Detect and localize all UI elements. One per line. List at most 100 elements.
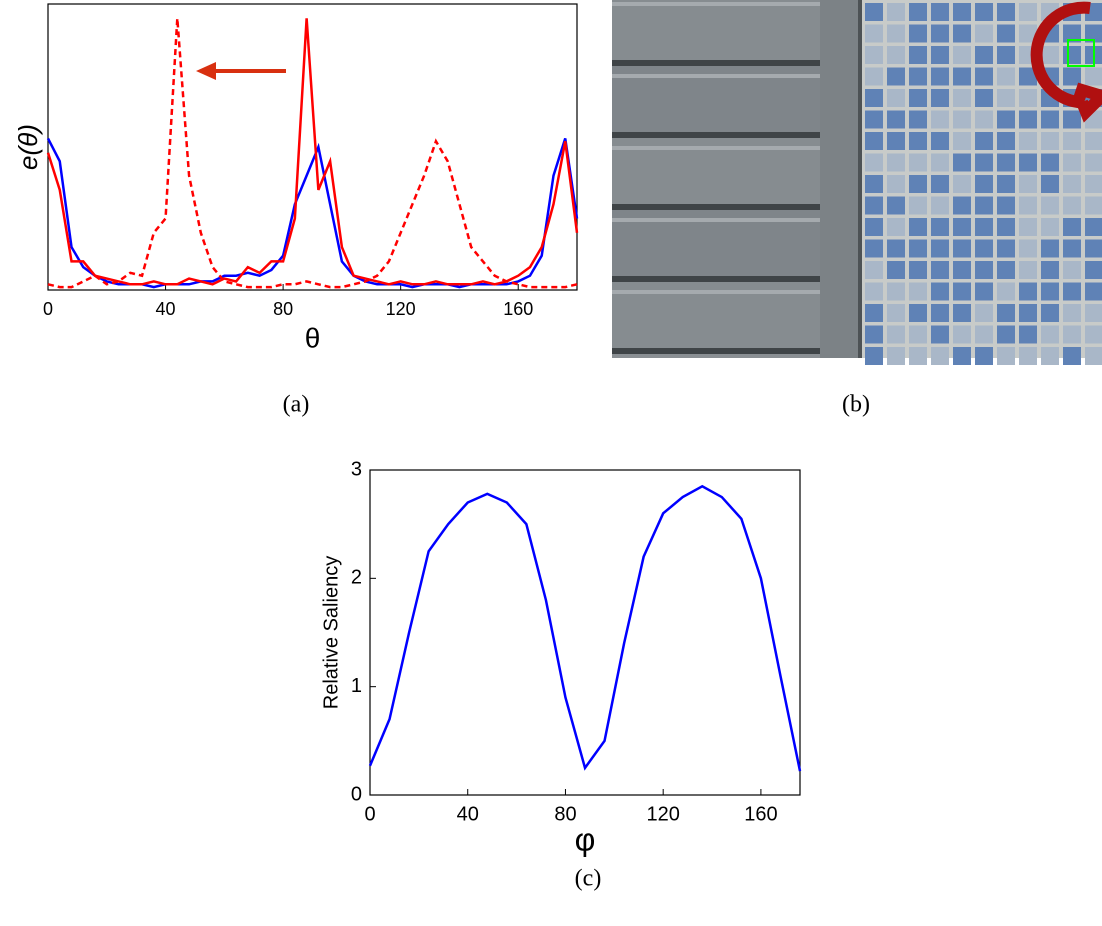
plot-frame bbox=[369, 469, 801, 796]
x-axis-label: θ bbox=[305, 322, 321, 353]
tile bbox=[1085, 218, 1102, 236]
caption: (a) bbox=[283, 392, 310, 418]
tile bbox=[1019, 325, 1037, 344]
tile bbox=[865, 239, 883, 258]
tile bbox=[953, 239, 971, 258]
tile bbox=[975, 46, 993, 64]
tile bbox=[931, 304, 949, 322]
series-line bbox=[46, 137, 579, 289]
metal-slat bbox=[612, 0, 820, 64]
tile bbox=[953, 46, 971, 64]
rotation-arrow bbox=[1030, 1, 1102, 123]
series-line bbox=[47, 18, 578, 289]
y-tick-label: 0 bbox=[351, 783, 362, 805]
tile bbox=[1063, 24, 1081, 43]
tile bbox=[931, 261, 949, 279]
tile bbox=[909, 304, 927, 322]
tile bbox=[887, 196, 905, 215]
tile bbox=[1041, 132, 1059, 150]
tile bbox=[953, 24, 971, 43]
tile bbox=[887, 3, 905, 21]
tile bbox=[887, 110, 905, 129]
tile bbox=[1085, 325, 1102, 344]
tile bbox=[1019, 89, 1037, 107]
tile bbox=[953, 347, 971, 365]
tile bbox=[909, 261, 927, 279]
annotation-arrowhead bbox=[196, 62, 216, 80]
tile bbox=[1019, 282, 1037, 301]
tile bbox=[909, 3, 927, 21]
x-tick-label: 40 bbox=[457, 803, 479, 825]
tile bbox=[865, 261, 883, 279]
x-tick-label: 0 bbox=[364, 803, 375, 825]
tile bbox=[953, 196, 971, 215]
highlight-box bbox=[1067, 39, 1095, 67]
tile bbox=[1063, 325, 1081, 344]
tile bbox=[909, 282, 927, 301]
tile bbox=[953, 282, 971, 301]
tile bbox=[865, 3, 883, 21]
tile bbox=[1063, 132, 1081, 150]
tile bbox=[887, 282, 905, 301]
tile bbox=[953, 3, 971, 21]
tile bbox=[865, 196, 883, 215]
tile bbox=[887, 239, 905, 258]
x-tick-label: 120 bbox=[386, 299, 416, 319]
tile bbox=[931, 89, 949, 107]
tile bbox=[1085, 239, 1102, 258]
tile bbox=[887, 347, 905, 365]
tile bbox=[1063, 304, 1081, 322]
tile bbox=[997, 196, 1015, 215]
tile bbox=[997, 304, 1015, 322]
tile bbox=[1041, 261, 1059, 279]
slat-shadow bbox=[612, 276, 820, 282]
tile bbox=[975, 218, 993, 236]
x-tick-label: 160 bbox=[744, 803, 777, 825]
tile bbox=[1019, 347, 1037, 365]
tile bbox=[1063, 67, 1081, 86]
tile bbox=[909, 46, 927, 64]
tile bbox=[909, 347, 927, 365]
tile bbox=[953, 175, 971, 193]
tile bbox=[909, 24, 927, 43]
x-tick-label: 80 bbox=[554, 803, 576, 825]
tile bbox=[1019, 218, 1037, 236]
tile bbox=[931, 196, 949, 215]
tile bbox=[1085, 282, 1102, 301]
tile bbox=[1041, 153, 1059, 172]
caption: (c) bbox=[575, 866, 602, 892]
tile bbox=[1019, 261, 1037, 279]
tile bbox=[931, 132, 949, 150]
tile bbox=[887, 153, 905, 172]
tile bbox=[953, 218, 971, 236]
tile bbox=[887, 46, 905, 64]
tile bbox=[1019, 304, 1037, 322]
tile bbox=[887, 218, 905, 236]
tile bbox=[997, 3, 1015, 21]
tile bbox=[931, 153, 949, 172]
tile bbox=[997, 24, 1015, 43]
tile bbox=[1041, 218, 1059, 236]
tile bbox=[1063, 110, 1081, 129]
tile bbox=[975, 239, 993, 258]
tile bbox=[909, 132, 927, 150]
tile bbox=[1019, 24, 1037, 43]
tile bbox=[931, 218, 949, 236]
tile bbox=[865, 110, 883, 129]
slat-highlight bbox=[612, 74, 820, 78]
tile bbox=[997, 153, 1015, 172]
tile bbox=[1041, 325, 1059, 344]
y-tick-label: 3 bbox=[351, 458, 362, 480]
slat-highlight bbox=[612, 2, 820, 6]
y-axis-label: e(θ) bbox=[13, 124, 43, 170]
tile bbox=[997, 325, 1015, 344]
tile bbox=[931, 3, 949, 21]
tile bbox=[1063, 175, 1081, 193]
tile bbox=[975, 175, 993, 193]
tile bbox=[997, 282, 1015, 301]
tile bbox=[975, 153, 993, 172]
x-tick-label: 120 bbox=[646, 803, 679, 825]
tile bbox=[887, 67, 905, 86]
beam bbox=[820, 0, 862, 358]
tile bbox=[865, 304, 883, 322]
